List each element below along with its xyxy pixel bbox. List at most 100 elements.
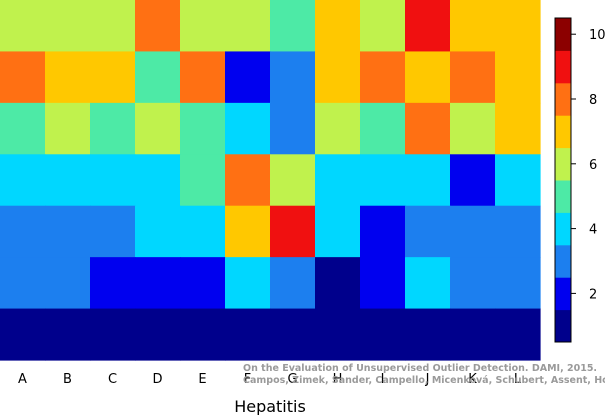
color-scale-tick-labels: 2 4 6 8 10: [571, 28, 605, 302]
x-tick-label-I: I: [381, 372, 385, 387]
heatmap-cell-A-row7: [0, 308, 46, 361]
heatmap-cell-L-row2: [495, 51, 541, 104]
heatmap-cell-E-row2: [180, 51, 226, 104]
x-tick-label-A: A: [18, 372, 27, 387]
heatmap-cell-I-row5: [360, 205, 406, 258]
heatmap-cell-I-row3: [360, 102, 406, 155]
color-scale-legend: [554, 17, 572, 343]
heatmap-cell-J-row2: [405, 51, 451, 104]
heatmap-cell-H-row4: [315, 154, 361, 207]
color-scale-swatch-10: [555, 18, 571, 51]
heatmap-cell-H-row5: [315, 205, 361, 258]
heatmap-cell-D-row3: [135, 102, 181, 155]
heatmap-cell-C-row2: [90, 51, 136, 104]
heatmap-cell-B-row4: [45, 154, 91, 207]
heatmap-cell-A-row3: [0, 102, 46, 155]
heatmap-cell-D-row2: [135, 51, 181, 104]
heatmap-cell-K-row4: [450, 154, 496, 207]
heatmap-cell-G-row5: [270, 205, 316, 258]
heatmap-cell-I-row7: [360, 308, 406, 361]
heatmap-cell-L-row3: [495, 102, 541, 155]
heatmap-cell-G-row3: [270, 102, 316, 155]
heatmap-cell-B-row7: [45, 308, 91, 361]
heatmap-cell-E-row7: [180, 308, 226, 361]
heatmap-cell-K-row7: [450, 308, 496, 361]
heatmap-cell-D-row7: [135, 308, 181, 361]
heatmap-cell-H-row1: [315, 0, 361, 53]
x-axis-title: Hepatitis: [234, 397, 306, 415]
heatmap-cell-B-row2: [45, 51, 91, 104]
heatmap-cell-I-row1: [360, 0, 406, 53]
heatmap-cell-B-row6: [45, 257, 91, 310]
heatmap-cell-F-row2: [225, 51, 271, 104]
heatmap-cell-J-row6: [405, 257, 451, 310]
heatmap-cell-D-row6: [135, 257, 181, 310]
heatmap-cell-L-row7: [495, 308, 541, 361]
heatmap-cell-D-row5: [135, 205, 181, 258]
heatmap-cell-G-row1: [270, 0, 316, 53]
heatmap-cell-B-row1: [45, 0, 91, 53]
color-scale-swatch-2: [555, 277, 571, 311]
heatmap-cell-E-row3: [180, 102, 226, 155]
color-scale-tick-label-2: 2: [589, 287, 597, 302]
watermark-line-1: On the Evaluation of Unsupervised Outlie…: [243, 363, 597, 374]
heatmap-cell-J-row5: [405, 205, 451, 258]
heatmap-cell-K-row5: [450, 205, 496, 258]
heatmap-cell-F-row7: [225, 308, 271, 361]
heatmap-cell-J-row7: [405, 308, 451, 361]
heatmap-cell-L-row4: [495, 154, 541, 207]
color-scale-tick-label-8: 8: [589, 93, 597, 108]
heatmap-cell-C-row4: [90, 154, 136, 207]
heatmap-cell-B-row5: [45, 205, 91, 258]
heatmap-cell-L-row6: [495, 257, 541, 310]
x-tick-label-B: B: [63, 372, 72, 387]
heatmap-cell-L-row5: [495, 205, 541, 258]
heatmap-cell-G-row4: [270, 154, 316, 207]
heatmap-cell-E-row5: [180, 205, 226, 258]
x-tick-label-L: L: [514, 372, 522, 387]
color-scale-swatch-6: [555, 147, 571, 181]
watermark-line-2: Campos, Zimek, Sander, Campello, Micenko…: [243, 375, 605, 386]
heatmap-cell-D-row4: [135, 154, 181, 207]
heatmap-cell-A-row2: [0, 51, 46, 104]
heatmap-cell-K-row1: [450, 0, 496, 53]
x-tick-label-D: D: [152, 372, 162, 387]
heatmap-cell-C-row7: [90, 308, 136, 361]
color-scale-frame: [554, 17, 572, 343]
x-tick-label-C: C: [108, 372, 117, 387]
heatmap-cell-F-row4: [225, 154, 271, 207]
x-tick-labels: A B C D E F G H I J K L: [18, 372, 522, 387]
heatmap-cell-A-row4: [0, 154, 46, 207]
x-tick-label-G: G: [287, 372, 297, 387]
heatmap-cell-H-row2: [315, 51, 361, 104]
heatmap-cell-E-row1: [180, 0, 226, 53]
heatmap-cell-K-row2: [450, 51, 496, 104]
color-scale-swatch-1: [555, 309, 571, 343]
x-tick-label-J: J: [425, 372, 430, 387]
heatmap-cell-I-row4: [360, 154, 406, 207]
heatmap-cell-H-row6: [315, 257, 361, 310]
heatmap-cell-K-row3: [450, 102, 496, 155]
color-scale-swatch-7: [555, 115, 571, 149]
color-scale-swatch-3: [555, 244, 571, 278]
color-scale-swatch-9: [555, 50, 571, 84]
heatmap-cell-F-row6: [225, 257, 271, 310]
heatmap-cell-C-row1: [90, 0, 136, 53]
x-tick-label-H: H: [333, 372, 343, 387]
heatmap-cell-C-row5: [90, 205, 136, 258]
heatmap-cell-A-row6: [0, 257, 46, 310]
heatmap-cell-H-row7: [315, 308, 361, 361]
heatmap-cell-D-row1: [135, 0, 181, 53]
heatmap-cell-G-row2: [270, 51, 316, 104]
heatmap-cell-J-row3: [405, 102, 451, 155]
heatmap-cell-F-row3: [225, 102, 271, 155]
heatmap-cell-C-row3: [90, 102, 136, 155]
heatmap-cell-I-row6: [360, 257, 406, 310]
heatmap-cell-L-row1: [495, 0, 541, 53]
heatmap-cell-I-row2: [360, 51, 406, 104]
x-tick-label-E: E: [198, 372, 206, 387]
heatmap-cell-G-row6: [270, 257, 316, 310]
heatmap-cell-E-row4: [180, 154, 226, 207]
color-scale-swatch-8: [555, 82, 571, 116]
